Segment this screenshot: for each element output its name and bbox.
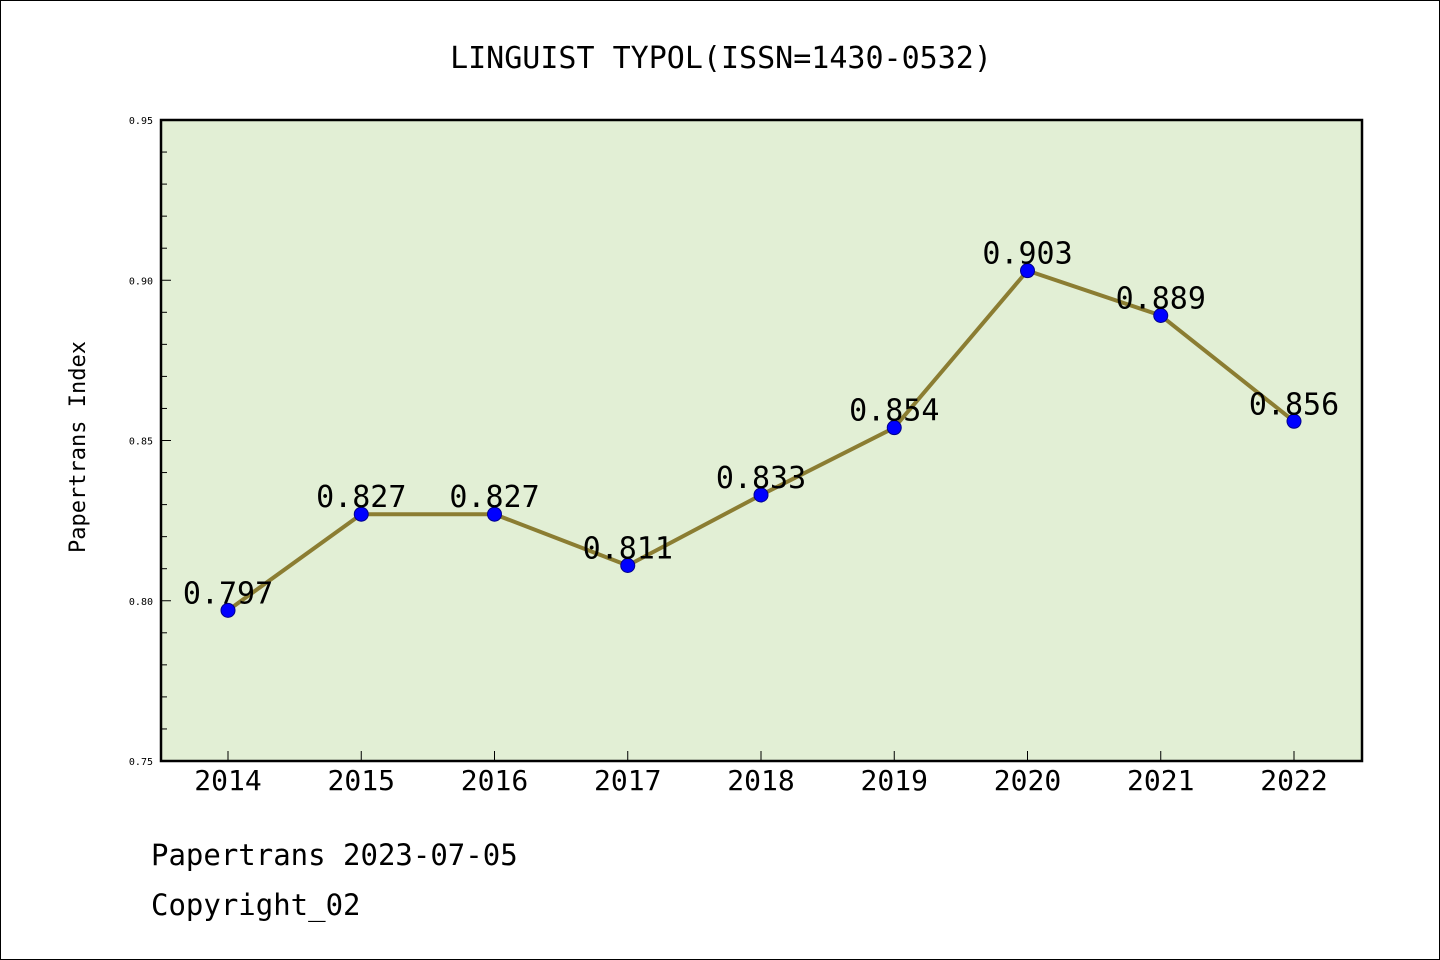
footer-copyright: Copyright_02 <box>151 888 361 923</box>
data-label-2016: 0.827 <box>449 480 539 515</box>
x-tick-label: 2021 <box>1127 764 1194 797</box>
x-tick-label: 2016 <box>461 764 528 797</box>
y-tick-label: 0.85 <box>129 437 153 448</box>
data-point-2018 <box>753 487 769 503</box>
data-point-2015 <box>353 506 369 522</box>
chart-title: LINGUIST TYPOL(ISSN=1430-0532) <box>450 41 992 76</box>
x-tick-label: 2020 <box>994 764 1061 797</box>
x-axis: 2014 2015 2016 2017 2018 2019 2020 2021 2022 <box>194 751 1328 797</box>
data-label-2022: 0.856 <box>1249 387 1339 422</box>
y-tick-label: 0.90 <box>129 276 153 287</box>
footer-date: Papertrans 2023-07-05 <box>151 838 518 872</box>
data-point-2017 <box>620 557 636 573</box>
y-tick-label: 0.80 <box>129 597 153 608</box>
y-tick-label: 0.95 <box>129 116 153 127</box>
data-label-2014: 0.797 <box>183 576 273 611</box>
plot-area <box>159 118 1364 763</box>
data-label-2021: 0.889 <box>1116 282 1206 317</box>
data-markers <box>220 263 1302 618</box>
data-point-2020 <box>1020 263 1035 279</box>
x-tick-label: 2022 <box>1260 764 1327 797</box>
y-axis-label: Papertrans Index <box>66 341 91 553</box>
data-point-2022 <box>1286 413 1302 429</box>
data-point-2019 <box>886 420 902 436</box>
data-label-2019: 0.854 <box>849 394 939 429</box>
data-point-2014 <box>220 602 236 618</box>
data-point-2021 <box>1153 308 1169 324</box>
x-tick-label: 2015 <box>328 764 395 797</box>
data-label-2020: 0.903 <box>982 237 1072 272</box>
data-label-2018: 0.833 <box>716 461 806 496</box>
x-tick-label: 2017 <box>594 764 661 797</box>
data-label-2017: 0.811 <box>583 531 673 566</box>
y-tick-label: 0.75 <box>129 757 153 768</box>
data-point-2016 <box>487 506 502 522</box>
data-label-2015: 0.827 <box>316 480 406 515</box>
x-tick-label: 2019 <box>861 764 928 797</box>
data-labels: 0.797 0.827 0.827 0.811 0.833 0.854 0.903 0.889… <box>183 237 1339 612</box>
x-tick-label: 2014 <box>194 764 261 797</box>
x-tick-label: 2018 <box>727 764 794 797</box>
y-axis: 0.75 0.80 0.85 0.90 0.95 <box>129 116 171 768</box>
